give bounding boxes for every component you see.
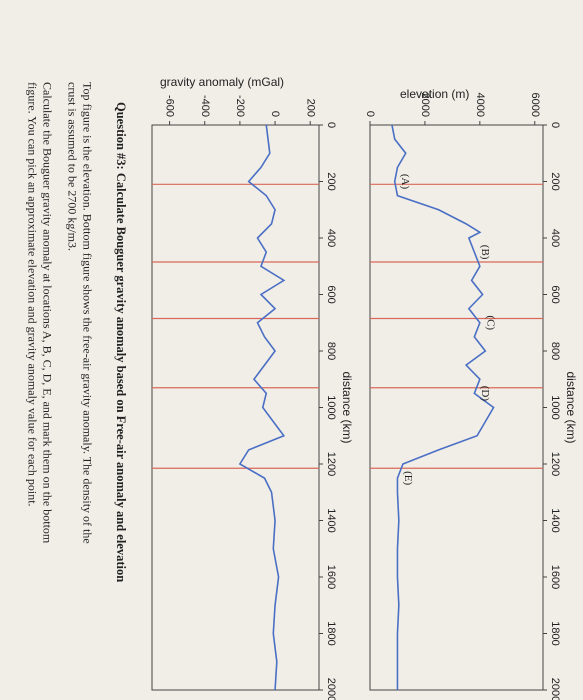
y-tick-label: -200 [234,95,246,117]
data-line [238,124,286,691]
annotation: (D) [479,386,491,402]
annotation: (C) [484,315,496,330]
y-tick-label: -600 [164,95,176,117]
x-tick-label: 1000 [325,395,337,419]
x-tick-label: 200 [549,172,561,190]
caption-line: crust is assumed to be 2700 kg/m3. [65,82,79,251]
x-tick-label: 1000 [549,395,561,419]
x-tick-label: 400 [549,229,561,247]
annotation: (E) [402,471,414,485]
y-tick-label: -400 [199,95,211,117]
y-tick-label: 0 [269,111,281,117]
y-tick-label: 4000 [474,93,486,117]
x-tick-label: 0 [325,122,337,128]
y-tick-label: 6000 [529,93,541,117]
y-tick-label: 200 [304,99,316,117]
y-axis-label: elevation (m) [400,87,469,101]
annotation: (B) [479,245,491,260]
x-axis-label: distance (km) [340,371,354,443]
x-tick-label: 600 [549,285,561,303]
x-tick-label: 1800 [549,621,561,645]
x-tick-label: 1200 [549,452,561,476]
question-title: Question #3: Calculate Bouguer gravity a… [114,102,128,582]
x-tick-label: 800 [549,342,561,360]
y-axis-label: gravity anomaly (mGal) [160,75,284,89]
x-tick-label: 1400 [549,508,561,532]
x-tick-label: 800 [325,342,337,360]
caption-line: figure. You can pick an approximate elev… [25,82,39,507]
y-tick-label: 0 [364,111,376,117]
x-tick-label: 2000 [325,678,337,700]
x-tick-label: 1200 [325,452,337,476]
x-tick-label: 0 [549,122,561,128]
x-tick-label: 1600 [325,565,337,589]
x-tick-label: 1400 [325,508,337,532]
caption-line: Calculate the Bouguer gravity anomaly at… [40,82,54,544]
y-tick-label: 2000 [419,93,431,117]
data-line [391,124,495,690]
x-axis-label: distance (km) [564,371,578,443]
x-tick-label: 1600 [549,565,561,589]
x-tick-label: 200 [325,172,337,190]
annotation: (A) [399,174,411,190]
x-tick-label: 400 [325,229,337,247]
x-tick-label: 600 [325,285,337,303]
x-tick-label: 2000 [549,678,561,700]
caption-line: Top figure is the elevation. Bottom figu… [80,82,94,544]
x-tick-label: 1800 [325,621,337,645]
